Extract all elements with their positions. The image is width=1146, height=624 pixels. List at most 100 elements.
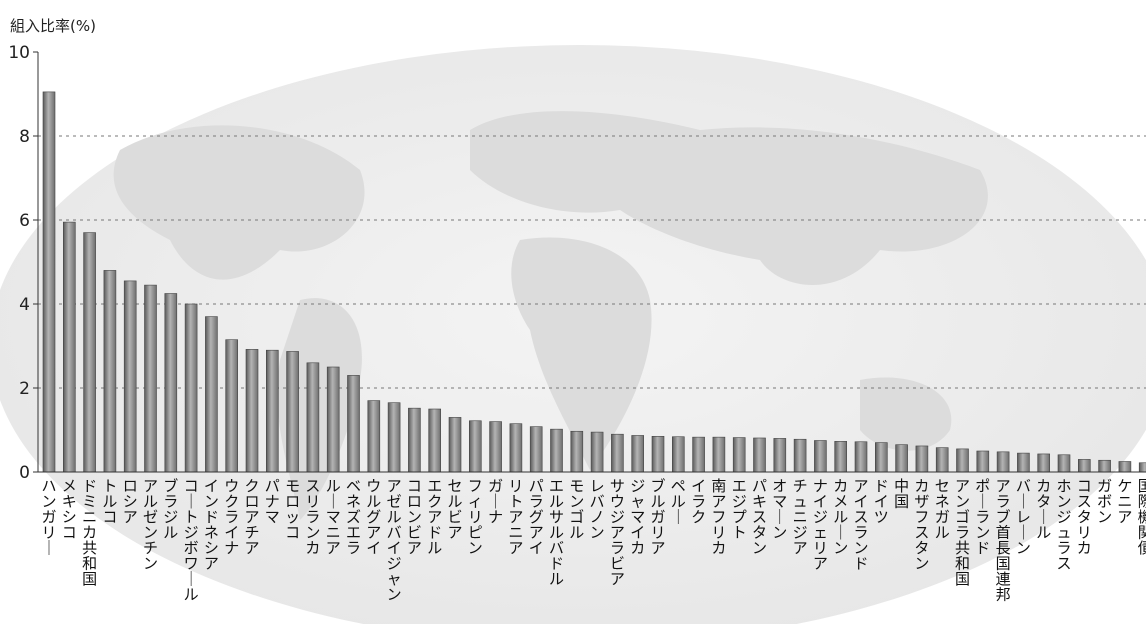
category-labels: ハンガリ｜ メキシコドミニカ共和国トルコロシアアルゼンチンブラジルコ｜トジボワ｜ル… (41, 477, 1146, 604)
bar (915, 445, 929, 473)
bar (773, 438, 787, 473)
bar (326, 366, 340, 473)
category-label: ブラジル (163, 477, 178, 542)
category-label: バ｜レ｜ン (1016, 477, 1031, 557)
category-label: スリランカ (305, 477, 320, 557)
bar (570, 430, 584, 473)
category-label: パナマ (265, 477, 280, 526)
bar (83, 232, 96, 473)
category-label: ドイツ (874, 477, 889, 526)
category-label: ウルグアイ (366, 477, 381, 557)
bar (976, 450, 990, 473)
category-label: イラク (691, 477, 706, 526)
category-label: オマ｜ン (772, 477, 787, 542)
bar (164, 293, 178, 473)
category-label: アルゼンチン (143, 477, 158, 573)
bar (347, 375, 360, 473)
bar (42, 91, 56, 473)
y-tick-label: 4 (19, 295, 30, 315)
y-tick-label: 6 (19, 211, 30, 231)
category-label: アゼルバイジャン (387, 477, 402, 604)
y-axis-ticks: 0 2 4 6 8 10 (8, 43, 38, 483)
category-label: ロシア (123, 477, 138, 526)
bar (1138, 462, 1146, 473)
bar (428, 408, 442, 473)
category-label: ガ｜ナ (488, 477, 503, 526)
bar (1098, 459, 1111, 473)
category-label: アンゴラ共和国 (955, 477, 970, 588)
gridlines (38, 135, 1146, 389)
category-label: パラグアイ (529, 477, 544, 557)
category-label: パキスタン (752, 477, 767, 557)
category-label: ジャマイカ (630, 477, 645, 557)
bar (205, 316, 218, 473)
bar (448, 417, 462, 473)
bar (265, 349, 279, 473)
bar (468, 420, 482, 473)
bar (895, 444, 908, 473)
category-label: 中国 (894, 477, 909, 511)
bar (103, 270, 117, 473)
bar (814, 440, 827, 473)
category-label: リトアニア (508, 477, 523, 557)
category-label: エルサルバドル (549, 477, 564, 588)
category-label: エクアドル (427, 477, 442, 557)
bar (935, 447, 949, 473)
bar (590, 431, 604, 473)
category-label: アイスランド (853, 477, 868, 573)
category-label: コ｜トジボワ｜ル (184, 477, 199, 604)
y-tick-label: 10 (8, 43, 30, 63)
y-tick-label: 0 (19, 463, 30, 483)
bar (286, 351, 299, 473)
bar (123, 280, 137, 473)
bar (550, 428, 563, 473)
bar (62, 221, 76, 473)
category-label: ウクライナ (224, 477, 239, 557)
category-label: ポ｜ランド (975, 477, 990, 557)
bar (1037, 453, 1050, 473)
bar (712, 436, 726, 473)
bar (529, 426, 543, 473)
category-label: ドミニカ共和国 (82, 477, 97, 588)
bar (245, 349, 259, 473)
bar (225, 339, 238, 473)
category-label: インドネシア (204, 477, 219, 573)
bar (1118, 461, 1132, 473)
category-label: トルコ (102, 477, 117, 526)
bar (651, 435, 665, 473)
bar (1078, 459, 1091, 473)
bar (753, 437, 766, 473)
category-label: セネガル (935, 477, 950, 542)
bar (611, 433, 624, 473)
bar (306, 362, 320, 473)
bar (671, 436, 685, 473)
bar (631, 435, 645, 473)
category-label: カタ｜ル (1036, 477, 1051, 542)
bar (408, 407, 421, 473)
bar (793, 438, 807, 473)
bar (834, 441, 848, 473)
category-label: ル｜マニア (326, 477, 341, 557)
bar (1057, 454, 1071, 473)
category-label: エジプト (732, 477, 747, 542)
bar (387, 402, 401, 473)
category-label: カメル｜ン (833, 477, 848, 557)
category-label: ナイジェリア (813, 477, 828, 573)
category-label: ベネズエラ (346, 477, 361, 557)
category-label: コスタリカ (1077, 477, 1092, 557)
category-label: フィリピン (468, 477, 483, 557)
bar (874, 442, 888, 473)
bar (692, 436, 705, 473)
bar (184, 303, 198, 473)
bar (732, 437, 746, 473)
bar (854, 441, 868, 473)
bar (956, 448, 969, 473)
bar (1017, 452, 1030, 473)
category-label: ブルガリア (650, 477, 665, 557)
category-label: 国際機関債 (1138, 477, 1146, 557)
bar (489, 421, 502, 473)
bar (509, 423, 523, 473)
category-label: ホンジュラス (1056, 477, 1071, 573)
